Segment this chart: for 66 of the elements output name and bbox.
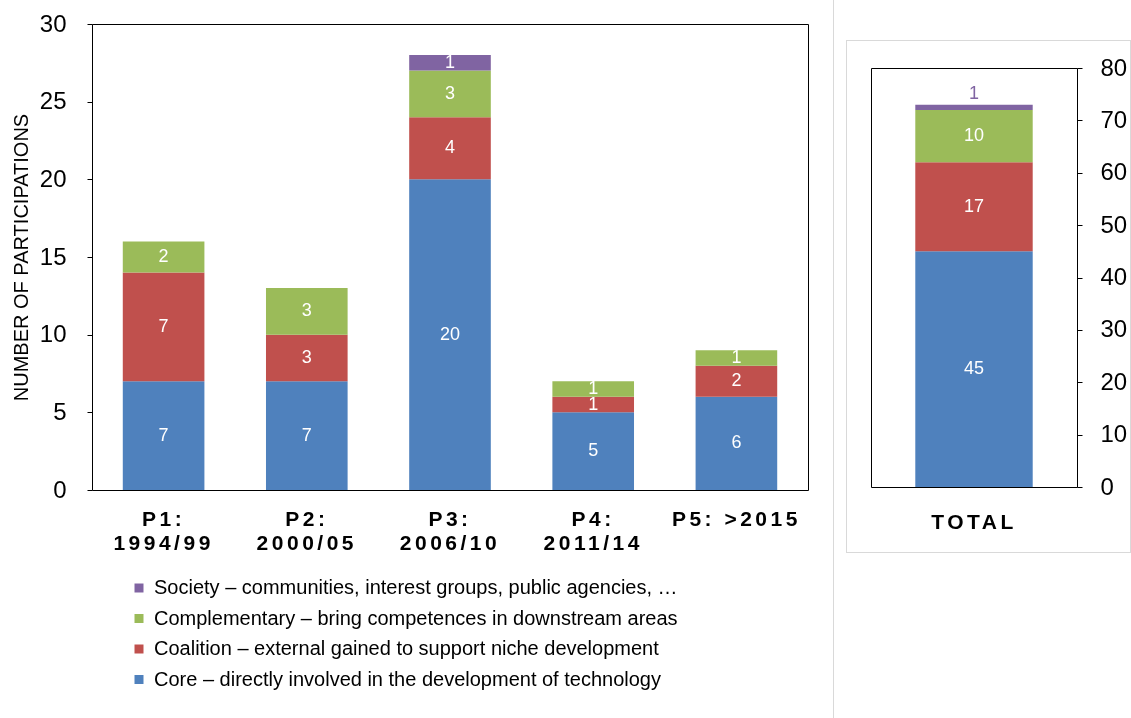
data-label: 2 [158, 246, 169, 266]
y-tick-label: 5 [53, 397, 67, 425]
bar [409, 117, 491, 180]
data-label: 3 [444, 82, 456, 103]
x-tick-label: P2: 2000/05 [256, 506, 358, 554]
legend-label: Core – directly involved in the development of technology [154, 667, 661, 690]
y-tick-label: 20 [39, 164, 67, 192]
bar [552, 381, 635, 397]
y-tick-label: 15 [39, 242, 67, 270]
bar [695, 350, 778, 366]
data-label: 3 [301, 300, 312, 321]
data-label: 6 [731, 432, 742, 453]
data-label: 3 [301, 346, 312, 367]
bar [552, 412, 635, 490]
y2-tick-label: 50 [1100, 210, 1128, 238]
bar [915, 109, 1033, 163]
bar [409, 70, 491, 118]
bar [695, 396, 778, 490]
bar [552, 396, 635, 413]
bar [122, 381, 205, 490]
data-label: 2 [731, 370, 742, 391]
data-label: 17 [963, 195, 985, 216]
data-label: 1 [731, 346, 742, 367]
y2-tick-label: 40 [1100, 263, 1128, 290]
y2-tick-label: 0 [1100, 472, 1114, 500]
x-tick-label: TOTAL [931, 509, 1017, 533]
data-label: 1 [588, 393, 599, 414]
x-tick-label: P3: 2006/10 [399, 506, 501, 554]
data-label: 5 [588, 440, 599, 461]
y2-tick-label: 30 [1100, 315, 1128, 343]
legend-label: Society – communities, interest groups, public agencies, … [154, 576, 678, 598]
bar [915, 251, 1033, 487]
bar [409, 179, 491, 490]
data-label: 10 [963, 125, 985, 146]
data-label: 7 [158, 315, 169, 336]
y2-tick-label: 20 [1100, 367, 1128, 395]
bar [265, 288, 348, 335]
bar [122, 241, 205, 273]
y-axis-title: NUMBER OF PARTICIPATIONS [9, 113, 32, 402]
bar [915, 104, 1033, 110]
y2-tick-label: 70 [1100, 105, 1128, 133]
bar [265, 334, 348, 382]
x-tick-label: P4: 2011/14 [543, 506, 643, 554]
data-label: 7 [301, 424, 312, 445]
y2-tick-label: 60 [1100, 158, 1128, 186]
data-label: 45 [963, 358, 985, 379]
data-label: 7 [158, 424, 169, 445]
y-tick-label: 30 [39, 9, 67, 37]
data-label: 4 [444, 137, 456, 158]
x-tick-label: P5: >2015 [671, 506, 801, 530]
y-tick-label: 0 [53, 475, 67, 503]
x-tick-label: P1: 1994/99 [113, 506, 214, 554]
legend-label: Coalition – external gained to support niche development [154, 637, 660, 659]
y2-tick-label: 80 [1100, 53, 1128, 81]
bar [695, 365, 778, 397]
bar [265, 381, 348, 490]
data-label: 20 [439, 323, 461, 344]
y2-tick-label: 10 [1100, 420, 1128, 448]
y-tick-label: 25 [39, 87, 67, 115]
y-tick-label: 10 [39, 320, 67, 348]
data-label: 1 [968, 82, 980, 103]
bar [409, 55, 491, 71]
bar [915, 162, 1033, 252]
data-label: 1 [444, 51, 456, 72]
bar [122, 272, 205, 382]
legend-label: Complementary – bring competences in downstream areas [154, 606, 678, 629]
